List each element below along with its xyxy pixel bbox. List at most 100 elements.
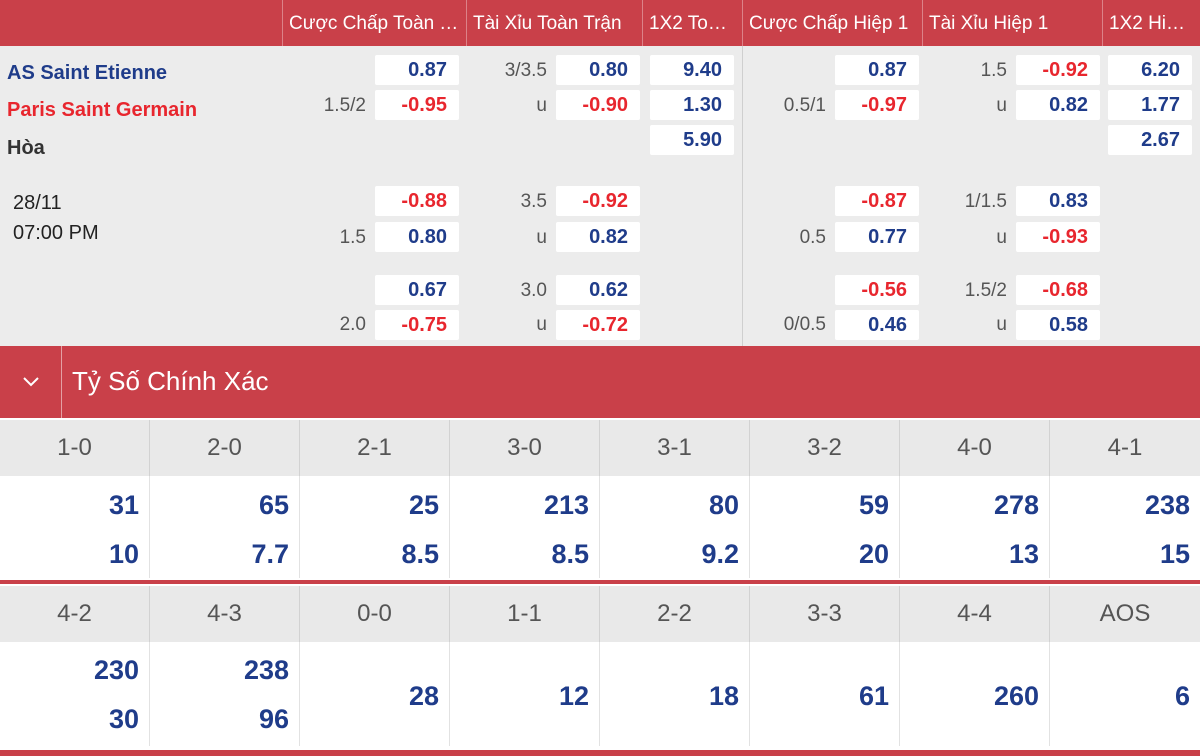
score-odd-h1[interactable]: 7.7 [251, 539, 289, 569]
score-odd-ft[interactable]: 65 [258, 490, 289, 520]
score-odd-ft[interactable]: 12 [558, 681, 589, 711]
score-odd-ft[interactable]: 238 [243, 655, 289, 685]
score-odd-ft[interactable]: 59 [858, 490, 889, 520]
score-odd-ft[interactable]: 238 [1144, 490, 1190, 520]
odd-button[interactable]: 0.82 [1016, 90, 1100, 120]
total-line: 3.5 [520, 191, 547, 212]
odd-button[interactable]: -0.90 [556, 90, 640, 120]
score-odd-h1[interactable]: 10 [108, 539, 139, 569]
odd-button-home[interactable]: 6.20 [1108, 55, 1192, 85]
score-odd-h1[interactable]: 13 [1008, 539, 1039, 569]
odd-button-draw[interactable]: 5.90 [650, 125, 734, 155]
odd-button[interactable]: -0.68 [1016, 275, 1100, 305]
col-ft-over-under[interactable]: Tài Xỉu Toàn Trận [466, 0, 642, 46]
score-odd-ft[interactable]: 18 [708, 681, 739, 711]
score-odd-h1[interactable]: 15 [1159, 539, 1190, 569]
col-h1-1x2[interactable]: 1X2 Hiệp 1 [1102, 0, 1200, 46]
handicap-line: 0.5 [799, 227, 826, 248]
odd-button[interactable]: 0.87 [375, 55, 459, 85]
score-odd-ft[interactable]: 213 [543, 490, 589, 520]
score-odd-ft[interactable]: 61 [858, 681, 889, 711]
odd-button[interactable]: 0.67 [375, 275, 459, 305]
odd-button-home[interactable]: 9.40 [650, 55, 734, 85]
correct-score-section-bar[interactable]: Tỷ Số Chính Xác [0, 346, 1200, 418]
score-odd-h1[interactable]: 8.5 [551, 539, 589, 569]
handicap-line: 2.0 [339, 314, 366, 335]
col-h1-over-under[interactable]: Tài Xỉu Hiệp 1 [922, 0, 1102, 46]
odd-button[interactable]: -0.87 [835, 186, 919, 216]
score-cell: 12 [450, 642, 600, 746]
half-divider [742, 46, 743, 346]
score-odd-h1[interactable]: 30 [108, 704, 139, 734]
odd-button[interactable]: 0.46 [835, 310, 919, 340]
col-h1-handicap[interactable]: Cược Chấp Hiệp 1 [742, 0, 922, 46]
score-label: 4-1 [1107, 434, 1143, 461]
odd-button[interactable]: -0.72 [556, 310, 640, 340]
score-cell: 238 96 [150, 642, 300, 746]
total-line: 1/1.5 [964, 191, 1007, 212]
score-cell: 61 [750, 642, 900, 746]
section-title: Tỷ Số Chính Xác [72, 366, 269, 396]
score-odds-row: 31 10 65 7.7 25 8.5 213 8.5 80 9.2 59 20… [0, 476, 1200, 578]
odd-button[interactable]: -0.93 [1016, 222, 1100, 252]
score-odd-ft[interactable]: 25 [408, 490, 439, 520]
score-odd-ft[interactable]: 80 [708, 490, 739, 520]
odd-button[interactable]: -0.95 [375, 90, 459, 120]
under-label: u [996, 314, 1007, 335]
handicap-line: 1.5 [339, 227, 366, 248]
odd-button[interactable]: -0.92 [1016, 55, 1100, 85]
score-cell: 6 [1050, 642, 1200, 746]
odd-button[interactable]: 0.77 [835, 222, 919, 252]
col-ft-1x2[interactable]: 1X2 Toàn Trận [642, 0, 742, 46]
score-cell: 278 13 [900, 476, 1050, 578]
draw-label: Hòa [7, 137, 45, 159]
odds-header: Cược Chấp Toàn Trận Tài Xỉu Toàn Trận 1X… [0, 0, 1200, 46]
score-odd-h1[interactable]: 8.5 [401, 539, 439, 569]
handicap-line: 1.5/2 [323, 95, 366, 116]
score-label: 2-1 [300, 420, 450, 476]
odd-button[interactable]: -0.88 [375, 186, 459, 216]
odd-button-away[interactable]: 1.30 [650, 90, 734, 120]
odd-button[interactable]: 0.80 [556, 55, 640, 85]
row-divider [0, 580, 1200, 584]
total-line: 3/3.5 [504, 60, 547, 81]
score-odd-ft[interactable]: 6 [1174, 681, 1190, 711]
handicap-line: 0.5/1 [783, 95, 826, 116]
score-header-row: 4-2 4-3 0-0 1-1 2-2 3-3 4-4 AOS [0, 586, 1200, 642]
odd-button[interactable]: -0.75 [375, 310, 459, 340]
odd-button[interactable]: -0.92 [556, 186, 640, 216]
score-odd-ft[interactable]: 230 [93, 655, 139, 685]
score-label: 0-0 [300, 586, 450, 642]
collapse-toggle[interactable] [0, 346, 62, 418]
odd-button[interactable]: 0.83 [1016, 186, 1100, 216]
score-cell: 18 [600, 642, 750, 746]
score-odd-h1[interactable]: 20 [858, 539, 889, 569]
odd-button[interactable]: 0.82 [556, 222, 640, 252]
score-cell: 25 8.5 [300, 476, 450, 578]
under-label: u [536, 95, 547, 116]
odd-button[interactable]: -0.97 [835, 90, 919, 120]
score-odd-ft[interactable]: 31 [108, 490, 139, 520]
chevron-down-icon [23, 377, 39, 387]
score-odd-h1[interactable]: 96 [258, 704, 289, 734]
odd-button[interactable]: 0.62 [556, 275, 640, 305]
odd-button[interactable]: 0.87 [835, 55, 919, 85]
odd-button[interactable]: -0.56 [835, 275, 919, 305]
score-odd-ft[interactable]: 28 [408, 681, 439, 711]
score-odd-ft[interactable]: 278 [993, 490, 1039, 520]
score-odd-h1[interactable]: 9.2 [701, 539, 739, 569]
score-label: 2-0 [150, 420, 300, 476]
under-label: u [996, 227, 1007, 248]
score-label: 3-0 [450, 420, 600, 476]
odd-button-away[interactable]: 1.77 [1108, 90, 1192, 120]
col-ft-handicap[interactable]: Cược Chấp Toàn Trận [282, 0, 466, 46]
score-odd-ft[interactable]: 260 [993, 681, 1039, 711]
under-label: u [996, 95, 1007, 116]
odd-button[interactable]: 0.80 [375, 222, 459, 252]
match-time: 07:00 PM [13, 222, 99, 244]
score-header-row: 1-0 2-0 2-1 3-0 3-1 3-2 4-0 4-1 [0, 420, 1200, 476]
score-label: 3-2 [750, 420, 900, 476]
odd-button-draw[interactable]: 2.67 [1108, 125, 1192, 155]
score-cell: 230 30 [0, 642, 150, 746]
odd-button[interactable]: 0.58 [1016, 310, 1100, 340]
